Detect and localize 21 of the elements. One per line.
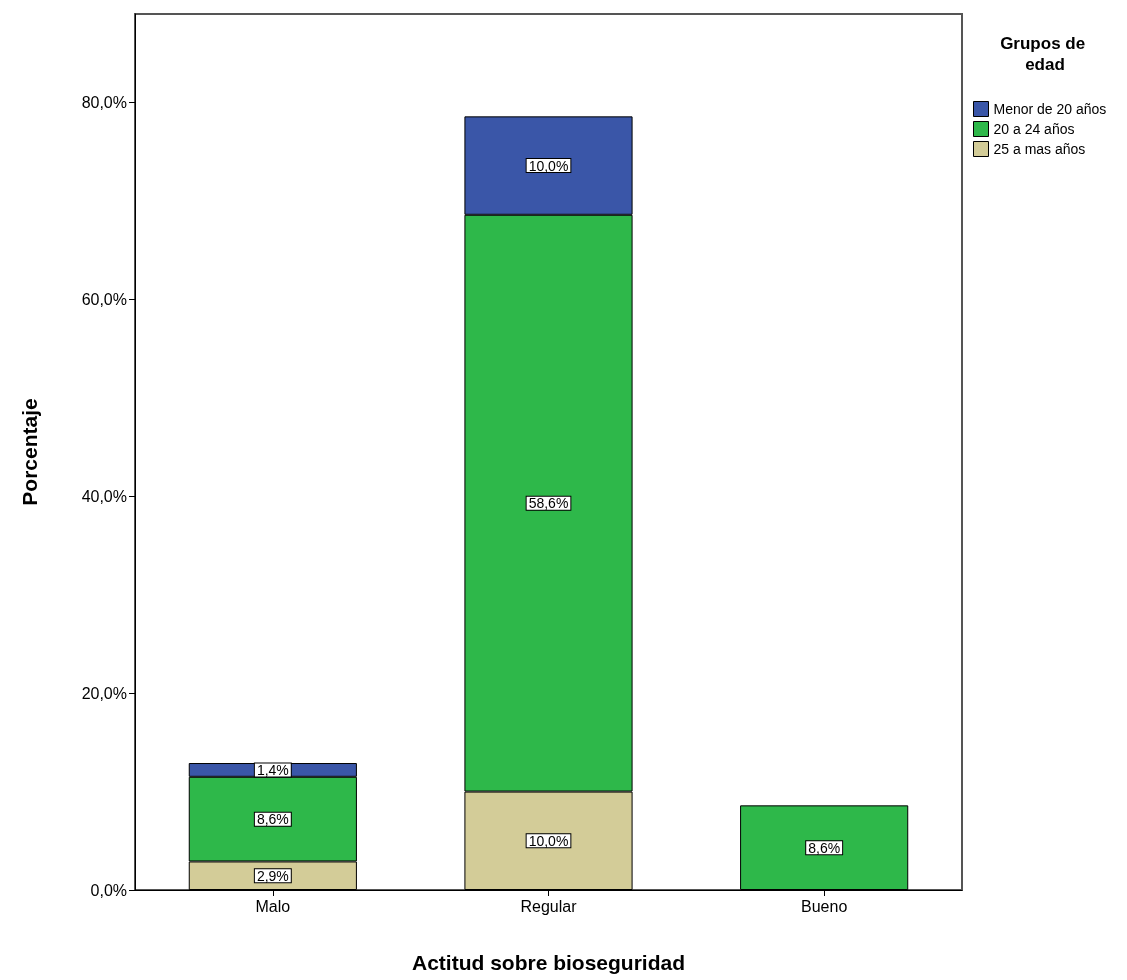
x-tick-label: Bueno [801, 897, 848, 915]
y-tick-label: 40,0% [81, 487, 127, 505]
legend-label: 20 a 24 años [993, 121, 1075, 137]
data-label: 58,6% [528, 495, 569, 512]
data-label: 10,0% [528, 157, 569, 174]
data-label: 8,6% [808, 839, 841, 856]
y-tick-label: 60,0% [81, 290, 127, 308]
data-label: 8,6% [256, 811, 289, 828]
x-tick-label: Malo [255, 897, 291, 915]
x-tick-label: Regular [520, 897, 578, 915]
y-tick-label: 0,0% [90, 881, 127, 899]
data-label: 1,4% [256, 761, 289, 778]
y-tick-label: 20,0% [81, 684, 127, 702]
data-label: 10,0% [528, 832, 569, 849]
legend-label: Menor de 20 años [993, 101, 1107, 117]
y-tick-label: 80,0% [81, 94, 127, 112]
x-axis-title: Actitud sobre bioseguridad [411, 951, 686, 974]
y-axis-title: Porcentaje [18, 398, 41, 506]
legend-title: Grupos de edad [1000, 34, 1090, 74]
data-label: 2,9% [256, 867, 289, 884]
legend-label: 25 a mas años [993, 141, 1086, 157]
